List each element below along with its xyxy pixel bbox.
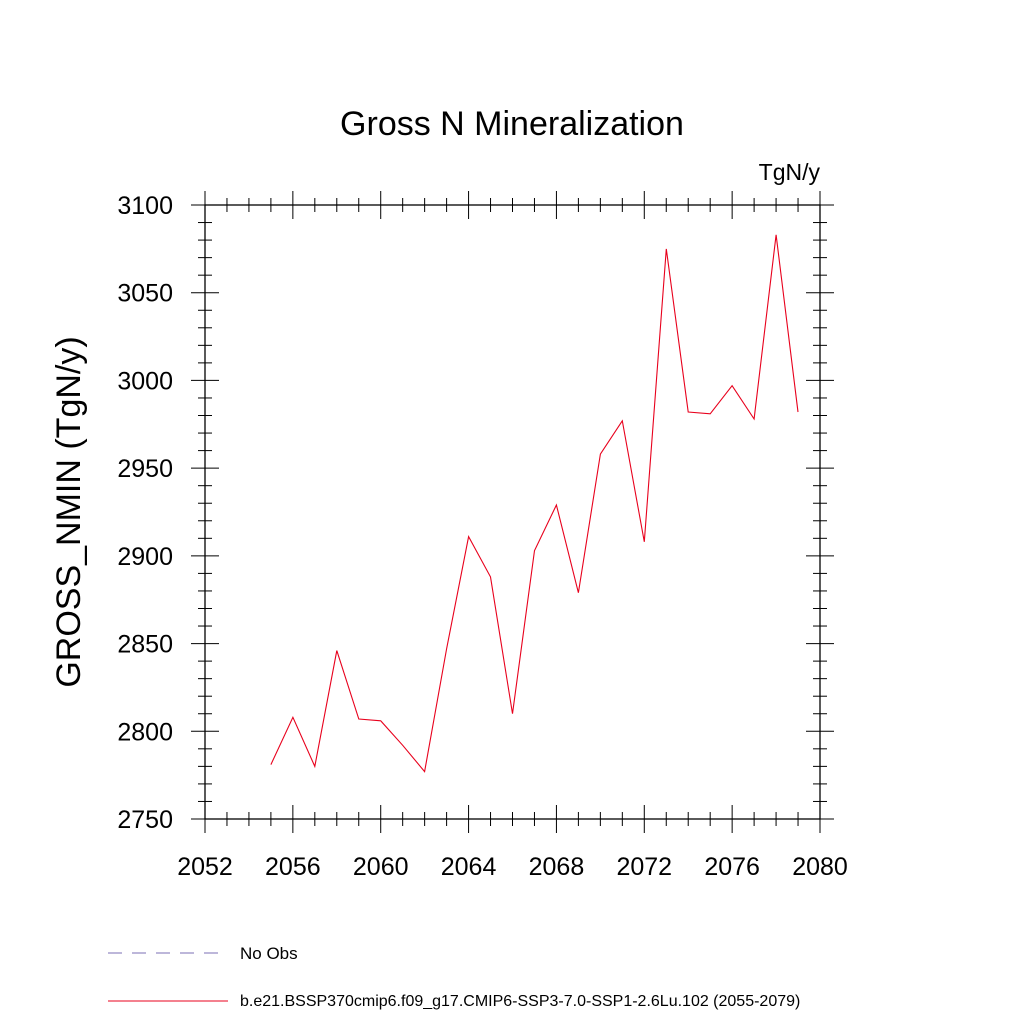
minor-ticks bbox=[198, 198, 827, 826]
y-axis-label: GROSS_NMIN (TgN/y) bbox=[50, 336, 88, 687]
legend-label-model-run: b.e21.BSSP370cmip6.f09_g17.CMIP6-SSP3-7.… bbox=[240, 993, 800, 1010]
y-tick-label: 3100 bbox=[117, 192, 173, 220]
x-tick-label: 2076 bbox=[704, 853, 760, 881]
y-tick-label: 3000 bbox=[117, 367, 173, 395]
plot-frame bbox=[204, 204, 821, 820]
y-tick-label: 2900 bbox=[117, 543, 173, 571]
x-tick-labels: 2052 2056 2060 2064 2068 2072 2076 2080 bbox=[177, 853, 848, 881]
y-tick-label: 2750 bbox=[117, 806, 173, 834]
x-tick-label: 2060 bbox=[353, 853, 409, 881]
series-layer bbox=[270, 234, 799, 773]
major-ticks bbox=[191, 191, 834, 833]
x-tick-label: 2072 bbox=[616, 853, 672, 881]
y-tick-labels: 2750 2800 2850 2900 2950 3000 3050 3100 bbox=[117, 192, 173, 834]
x-tick-label: 2080 bbox=[792, 853, 848, 881]
y-tick-label: 2950 bbox=[117, 455, 173, 483]
series-line-model-run bbox=[270, 234, 799, 773]
x-tick-label: 2056 bbox=[265, 853, 321, 881]
y-tick-label: 2850 bbox=[117, 631, 173, 659]
x-tick-label: 2064 bbox=[441, 853, 497, 881]
y-tick-label: 3050 bbox=[117, 280, 173, 308]
legend-label-no-obs: No Obs bbox=[240, 944, 298, 963]
y-tick-label: 2800 bbox=[117, 718, 173, 746]
x-tick-label: 2068 bbox=[529, 853, 585, 881]
x-tick-label: 2052 bbox=[177, 853, 233, 881]
chart-title: Gross N Mineralization bbox=[340, 105, 684, 143]
units-label: TgN/y bbox=[759, 159, 821, 185]
legend: No Obs b.e21.BSSP370cmip6.f09_g17.CMIP6-… bbox=[108, 944, 800, 1010]
